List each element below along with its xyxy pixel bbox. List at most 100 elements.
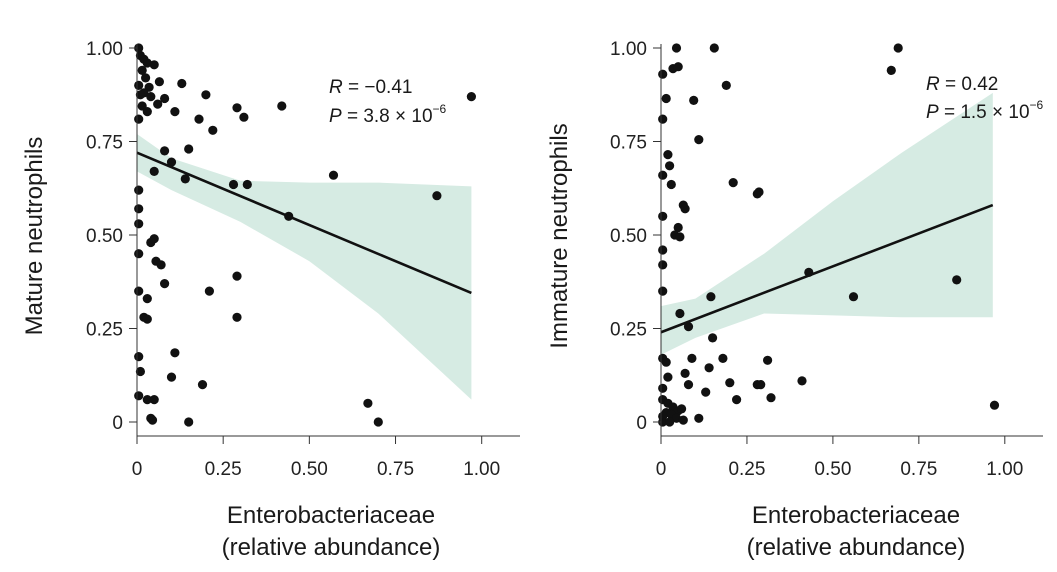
chart-panel-immature: 0 0.25 0.50 0.75 1.00 0 0.25 0.50 0.75 1.00 Imma…: [546, 39, 1044, 561]
y-tick-labels: 0 0.25 0.50 0.75 1.00: [610, 39, 661, 434]
data-point: [661, 93, 671, 104]
x-tick-labels: 0 0.25 0.50 0.75 1.00: [656, 436, 1023, 480]
data-point: [180, 174, 190, 184]
data-point: [153, 99, 163, 109]
data-point: [680, 368, 690, 378]
data-point: [665, 417, 675, 427]
y-axis-label: Mature neutrophils: [21, 137, 48, 336]
data-point: [134, 391, 144, 401]
data-point: [160, 93, 170, 104]
data-point: [658, 69, 668, 79]
data-point: [432, 191, 442, 201]
data-point: [666, 179, 676, 190]
data-point: [160, 279, 170, 289]
data-point: [658, 245, 668, 255]
data-point: [708, 333, 718, 343]
data-point: [184, 417, 194, 427]
data-point: [197, 380, 208, 390]
data-point: [701, 387, 711, 397]
data-point: [228, 179, 239, 190]
regression-line: [136, 151, 472, 295]
p-statistic: P = 3.8 × 10−6: [329, 102, 447, 127]
x-axis-label-line1: Enterobacteriaceae: [752, 502, 960, 529]
x-axis-label-line1: Enterobacteriaceae: [227, 502, 435, 529]
data-point: [194, 114, 204, 124]
data-point: [658, 211, 668, 221]
data-point: [149, 395, 159, 405]
scatter-points: [658, 43, 1000, 427]
data-point: [658, 260, 668, 270]
data-point: [989, 400, 1000, 410]
data-point: [663, 150, 673, 160]
data-point: [663, 372, 673, 382]
data-point: [756, 380, 766, 390]
data-point: [242, 179, 252, 190]
data-point: [665, 161, 675, 171]
confidence-band-area: [137, 134, 472, 400]
data-point: [673, 62, 683, 72]
data-point: [135, 366, 145, 377]
data-point: [687, 353, 697, 363]
data-point: [134, 249, 144, 259]
data-point: [658, 383, 668, 393]
data-point: [149, 166, 159, 176]
data-point: [142, 107, 152, 117]
chart-panel-mature: 0 0.25 0.50 0.75 1.00 0 0.25 0.50 0.75 1.00 Matu…: [21, 39, 520, 561]
x-axis-label-line2: (relative abundance): [747, 534, 966, 561]
y-tick-label: 0.75: [610, 133, 647, 154]
data-point: [134, 185, 144, 195]
confidence-band-area: [661, 92, 993, 355]
y-tick-label: 0.50: [86, 226, 123, 247]
data-point: [763, 355, 773, 365]
data-point: [373, 417, 383, 427]
fit-line: [660, 203, 994, 334]
data-point: [134, 43, 144, 53]
data-point: [797, 376, 807, 386]
data-point: [166, 372, 177, 382]
p-statistic: P = 1.5 × 10−6: [926, 98, 1044, 123]
data-point: [134, 204, 144, 214]
data-point: [694, 135, 704, 145]
x-tick-label: 0.75: [377, 459, 414, 480]
y-tick-label: 1.00: [610, 39, 647, 60]
x-tick-label: 1.00: [986, 459, 1023, 480]
x-tick-label: 0: [132, 459, 143, 480]
data-point: [680, 204, 690, 214]
data-point: [137, 65, 147, 75]
r-statistic: R = −0.41: [329, 77, 412, 98]
x-tick-label: 0.25: [205, 459, 242, 480]
x-tick-label: 0.75: [900, 459, 937, 480]
data-point: [886, 65, 896, 75]
data-point: [135, 90, 145, 100]
data-point: [232, 103, 242, 113]
data-point: [204, 286, 214, 296]
data-point: [728, 178, 738, 188]
data-point: [141, 73, 151, 83]
data-point: [142, 58, 152, 68]
axes: [136, 44, 520, 437]
data-point: [201, 90, 211, 100]
data-point: [170, 107, 180, 117]
data-point: [134, 114, 144, 124]
data-point: [725, 378, 735, 388]
data-point: [706, 292, 716, 302]
data-point: [677, 404, 687, 414]
data-point: [232, 271, 242, 281]
data-point: [232, 312, 242, 322]
r-statistic: R = 0.42: [926, 74, 998, 95]
data-point: [142, 314, 152, 324]
data-point: [673, 222, 683, 233]
y-tick-label: 0.25: [610, 320, 647, 341]
data-point: [683, 322, 694, 332]
y-tick-label: 1.00: [86, 39, 123, 60]
scatter-points: [134, 43, 476, 427]
data-point: [661, 357, 671, 367]
data-point: [149, 60, 159, 70]
x-tick-label: 0.25: [728, 459, 765, 480]
data-point: [142, 294, 152, 304]
x-tick-label: 0.50: [291, 459, 328, 480]
data-point: [721, 80, 731, 90]
data-point: [160, 146, 170, 156]
x-axis-label-line2: (relative abundance): [222, 534, 441, 561]
data-point: [754, 187, 764, 197]
